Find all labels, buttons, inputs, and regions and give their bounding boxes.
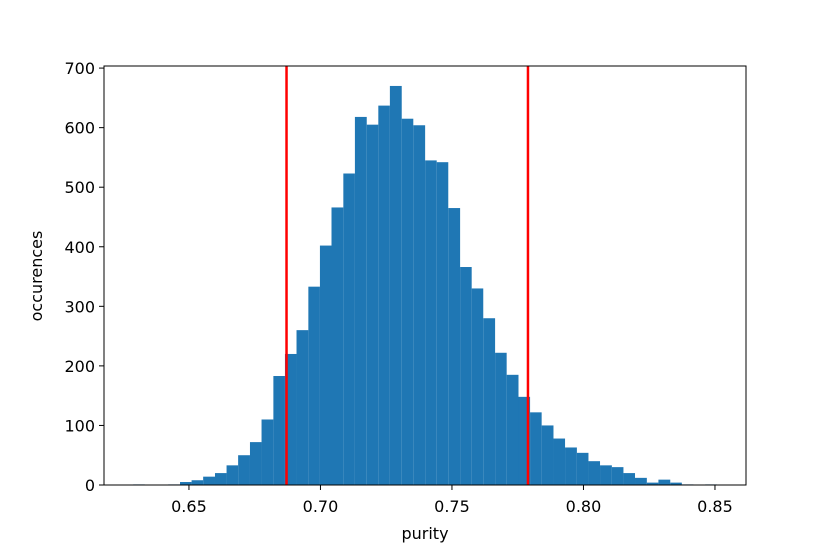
bar <box>180 482 192 485</box>
bar <box>214 473 227 485</box>
bar <box>308 286 320 485</box>
bar <box>576 452 589 485</box>
x-tick-label: 0.80 <box>566 497 602 516</box>
bar <box>495 352 507 485</box>
bar <box>436 162 449 485</box>
bar <box>600 465 612 485</box>
bar <box>249 442 262 485</box>
bar <box>296 330 309 485</box>
y-tick-label: 700 <box>64 59 95 78</box>
bar <box>611 467 624 485</box>
bar <box>226 465 239 485</box>
y-tick-label: 500 <box>64 178 95 197</box>
bar <box>261 419 274 485</box>
plot-frame <box>103 65 747 486</box>
bar <box>401 118 414 485</box>
bar <box>506 374 519 485</box>
bar <box>354 116 367 485</box>
bar <box>518 396 531 485</box>
bar <box>588 461 601 485</box>
bar <box>460 267 472 485</box>
x-tick-label: 0.75 <box>434 497 470 516</box>
bar <box>389 85 402 485</box>
y-tick-label: 300 <box>64 297 95 316</box>
y-tick-label: 400 <box>64 238 95 257</box>
bar <box>658 479 671 485</box>
y-tick-label: 100 <box>64 416 95 435</box>
y-tick-label: 600 <box>64 119 95 138</box>
bar <box>471 288 484 485</box>
bar <box>331 207 344 486</box>
bar <box>319 245 332 485</box>
bar <box>238 455 250 485</box>
bar <box>448 208 461 485</box>
bar <box>553 438 566 485</box>
bar <box>425 160 437 486</box>
x-tick-label: 0.85 <box>697 497 733 516</box>
bar <box>646 482 659 485</box>
x-axis-label: purity <box>401 524 448 543</box>
y-axis-label: occurences <box>27 231 46 322</box>
bar <box>284 353 297 485</box>
x-tick-label: 0.65 <box>171 497 207 516</box>
bar <box>623 473 636 485</box>
y-tick-label: 0 <box>85 476 95 495</box>
bar <box>366 124 379 485</box>
bar <box>191 480 204 485</box>
bar <box>483 318 496 485</box>
bar <box>343 173 355 485</box>
y-tick-label: 200 <box>64 357 95 376</box>
x-tick-label: 0.70 <box>303 497 339 516</box>
bar <box>670 482 682 485</box>
bar <box>413 125 426 486</box>
bar <box>565 447 577 485</box>
bar <box>203 476 215 485</box>
bar <box>530 412 542 485</box>
bar <box>635 477 647 485</box>
bar <box>541 425 554 485</box>
bar <box>273 376 285 485</box>
bar <box>378 105 390 485</box>
